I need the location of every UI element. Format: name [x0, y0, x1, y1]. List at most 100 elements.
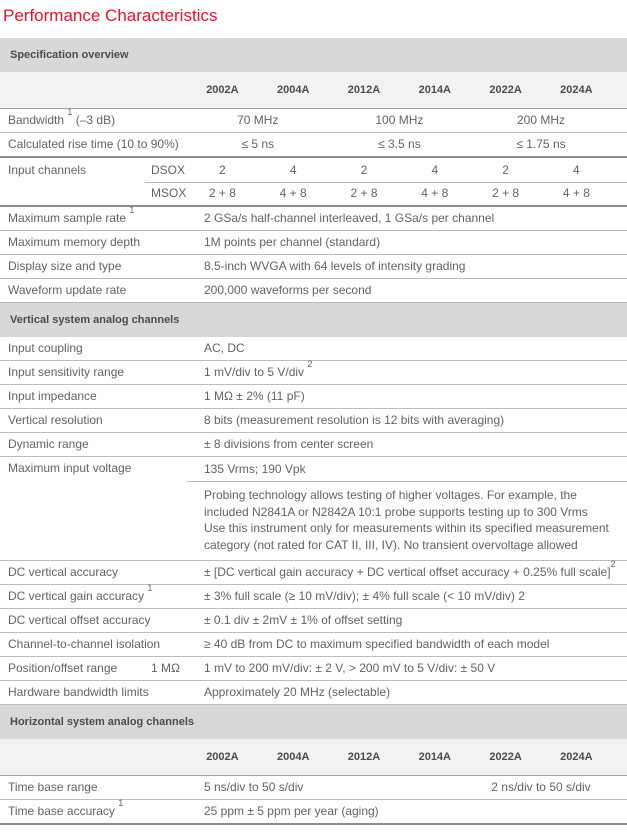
- col-header-2002A: 2002A: [206, 83, 239, 96]
- footnote-marker: 2: [307, 359, 313, 369]
- dc-gain-accuracy-value: ± 3% full scale (≥ 10 mV/div); ± 4% full…: [204, 589, 525, 603]
- row-vertical-resolution: Vertical resolution 8 bits (measurement …: [0, 409, 627, 433]
- sub-label-dsox: DSOX: [151, 162, 186, 177]
- col-header-2014A: 2014A: [418, 750, 451, 763]
- sample-rate-value: 2 GSa/s half-channel interleaved, 1 GSa/…: [204, 211, 495, 225]
- row-label: Channel-to-channel isolation: [8, 637, 161, 651]
- bandwidth-70mhz: 70 MHz: [237, 113, 279, 127]
- dc-vertical-accuracy-value: ± [DC vertical gain accuracy + DC vertic…: [204, 559, 616, 580]
- time-base-range-high-models: 2 ns/div to 50 s/div: [491, 780, 591, 794]
- row-label: Time base range: [8, 780, 98, 794]
- row-label: Bandwidth 1 (–3 dB): [8, 107, 116, 128]
- input-sensitivity-value: 1 mV/div to 5 V/div 2: [204, 359, 313, 380]
- section-header-vertical-system: Vertical system analog channels: [0, 303, 627, 337]
- col-header-2024A: 2024A: [560, 750, 593, 763]
- row-display-size: Display size and type 8.5-inch WVGA with…: [0, 255, 627, 279]
- hardware-bandwidth-value: Approximately 20 MHz (selectable): [204, 685, 391, 699]
- rise-time-value: ≤ 5 ns: [241, 137, 275, 151]
- dsox-count: 2: [502, 162, 509, 177]
- vertical-resolution-value: 8 bits (measurement resolution is 12 bit…: [204, 413, 505, 427]
- col-header-2002A: 2002A: [206, 750, 239, 763]
- col-header-2004A: 2004A: [276, 83, 310, 96]
- section-header-specification-overview: Specification overview: [0, 38, 627, 72]
- dsox-count: 4: [431, 162, 439, 177]
- max-input-voltage-note: Probing technology allows testing of hig…: [204, 488, 609, 552]
- dsox-count: 4: [289, 162, 297, 177]
- row-label: Vertical resolution: [8, 413, 103, 427]
- row-label: Position/offset range: [8, 661, 118, 675]
- msox-count: 2 + 8: [350, 186, 378, 200]
- row-dc-gain-accuracy: DC vertical gain accuracy 1 ± 3% full sc…: [0, 583, 627, 609]
- row-label: Waveform update rate: [8, 283, 127, 297]
- row-channel-isolation: Channel-to-channel isolation ≥ 40 dB fro…: [0, 633, 627, 657]
- row-input-coupling: Input coupling AC, DC: [0, 337, 627, 361]
- max-input-voltage-value: 135 Vrms; 190 Vpk: [204, 461, 306, 476]
- row-label: Dynamic range: [8, 437, 89, 451]
- row-label: Maximum input voltage: [8, 461, 132, 475]
- dynamic-range-value: ± 8 divisions from center screen: [204, 437, 374, 451]
- dsox-count: 4: [573, 162, 580, 177]
- row-label: Input sensitivity range: [8, 365, 125, 379]
- position-offset-range-value: 1 mV to 200 mV/div: ± 2 V, > 200 mV to 5…: [204, 661, 496, 675]
- msox-count: 4 + 8: [562, 186, 590, 200]
- section-header-label: Horizontal system analog channels: [10, 716, 194, 728]
- row-sample-rate: Maximum sample rate 1 2 GSa/s half-chann…: [0, 205, 627, 231]
- row-label: Maximum memory depth: [8, 235, 141, 249]
- row-dc-offset-accuracy: DC vertical offset accuracy ± 0.1 div ± …: [0, 609, 627, 633]
- row-position-offset-range: Position/offset range 1 MΩ 1 mV to 200 m…: [0, 657, 627, 681]
- memory-depth-value: 1M points per channel (standard): [204, 235, 381, 249]
- row-memory-depth: Maximum memory depth 1M points per chann…: [0, 231, 627, 255]
- row-time-base-range: Time base range 5 ns/div to 50 s/div 2 n…: [0, 776, 627, 800]
- row-label: Maximum sample rate 1: [8, 205, 135, 226]
- footnote-marker: 2: [610, 559, 616, 569]
- update-rate-value: 200,000 waveforms per second: [204, 283, 372, 297]
- row-label: DC vertical accuracy: [8, 565, 119, 579]
- col-header-2012A: 2012A: [347, 750, 381, 763]
- row-max-input-voltage-note: Probing technology allows testing of hig…: [0, 481, 627, 561]
- row-label: DC vertical offset accuracy: [8, 613, 151, 627]
- input-impedance-value: 1 MΩ ± 2% (11 pF): [204, 389, 305, 403]
- bandwidth-200mhz: 200 MHz: [516, 113, 565, 127]
- row-rise-time: Calculated rise time (10 to 90%) ≤ 5 ns …: [0, 133, 627, 158]
- row-dynamic-range: Dynamic range ± 8 divisions from center …: [0, 433, 627, 457]
- time-base-accuracy-value: 25 ppm ± 5 ppm per year (aging): [204, 804, 379, 818]
- msox-count: 2 + 8: [208, 186, 236, 200]
- footnote-marker: 1: [129, 205, 135, 215]
- row-dc-vertical-accuracy: DC vertical accuracy ± [DC vertical gain…: [0, 559, 627, 585]
- row-input-impedance: Input impedance 1 MΩ ± 2% (11 pF): [0, 385, 627, 409]
- row-label: Display size and type: [8, 259, 122, 273]
- row-label: DC vertical gain accuracy 1: [8, 583, 153, 604]
- col-header-2024A: 2024A: [560, 83, 593, 96]
- row-input-sensitivity: Input sensitivity range 1 mV/div to 5 V/…: [0, 359, 627, 385]
- time-base-range-low-models: 5 ns/div to 50 s/div: [204, 780, 304, 794]
- row-label: Calculated rise time (10 to 90%): [8, 137, 179, 151]
- row-label-empty: [0, 517, 187, 525]
- msox-count: 4 + 8: [279, 186, 307, 200]
- row-max-input-voltage: Maximum input voltage 135 Vrms; 190 Vpk: [0, 457, 627, 481]
- model-header-row-1: 2002A 2004A 2012A 2014A 2022A 2024A: [0, 72, 627, 109]
- row-waveform-update-rate: Waveform update rate 200,000 waveforms p…: [0, 279, 627, 303]
- row-bandwidth: Bandwidth 1 (–3 dB) 70 MHz 100 MHz 200 M…: [0, 107, 627, 133]
- bandwidth-100mhz: 100 MHz: [375, 113, 424, 127]
- row-label: Time base accuracy 1: [8, 798, 124, 819]
- rise-time-value: ≤ 1.75 ns: [516, 137, 566, 151]
- row-input-channels-dsox: Input channels DSOX 2 4 2 4 2 4: [0, 158, 627, 182]
- col-header-2014A: 2014A: [418, 83, 451, 96]
- sub-label-impedance: 1 MΩ: [151, 661, 180, 675]
- row-label: Input impedance: [8, 389, 97, 403]
- row-label: Input channels: [8, 162, 87, 177]
- row-label: Input coupling: [8, 341, 83, 355]
- footnote-marker: 1: [67, 107, 73, 117]
- row-hardware-bandwidth-limits: Hardware bandwidth limits Approximately …: [0, 681, 627, 705]
- row-label-empty: [0, 190, 145, 198]
- section-header-horizontal-system: Horizontal system analog channels: [0, 705, 627, 739]
- input-coupling-value: AC, DC: [204, 341, 245, 355]
- page-title: Performance Characteristics: [3, 6, 218, 25]
- sub-label-msox: MSOX: [151, 186, 187, 200]
- footnote-marker: 1: [147, 583, 153, 593]
- footnote-marker: 1: [118, 798, 124, 808]
- msox-count: 2 + 8: [492, 186, 520, 200]
- msox-count: 4 + 8: [421, 186, 449, 200]
- dsox-count: 2: [360, 162, 368, 177]
- col-header-2022A: 2022A: [489, 83, 522, 96]
